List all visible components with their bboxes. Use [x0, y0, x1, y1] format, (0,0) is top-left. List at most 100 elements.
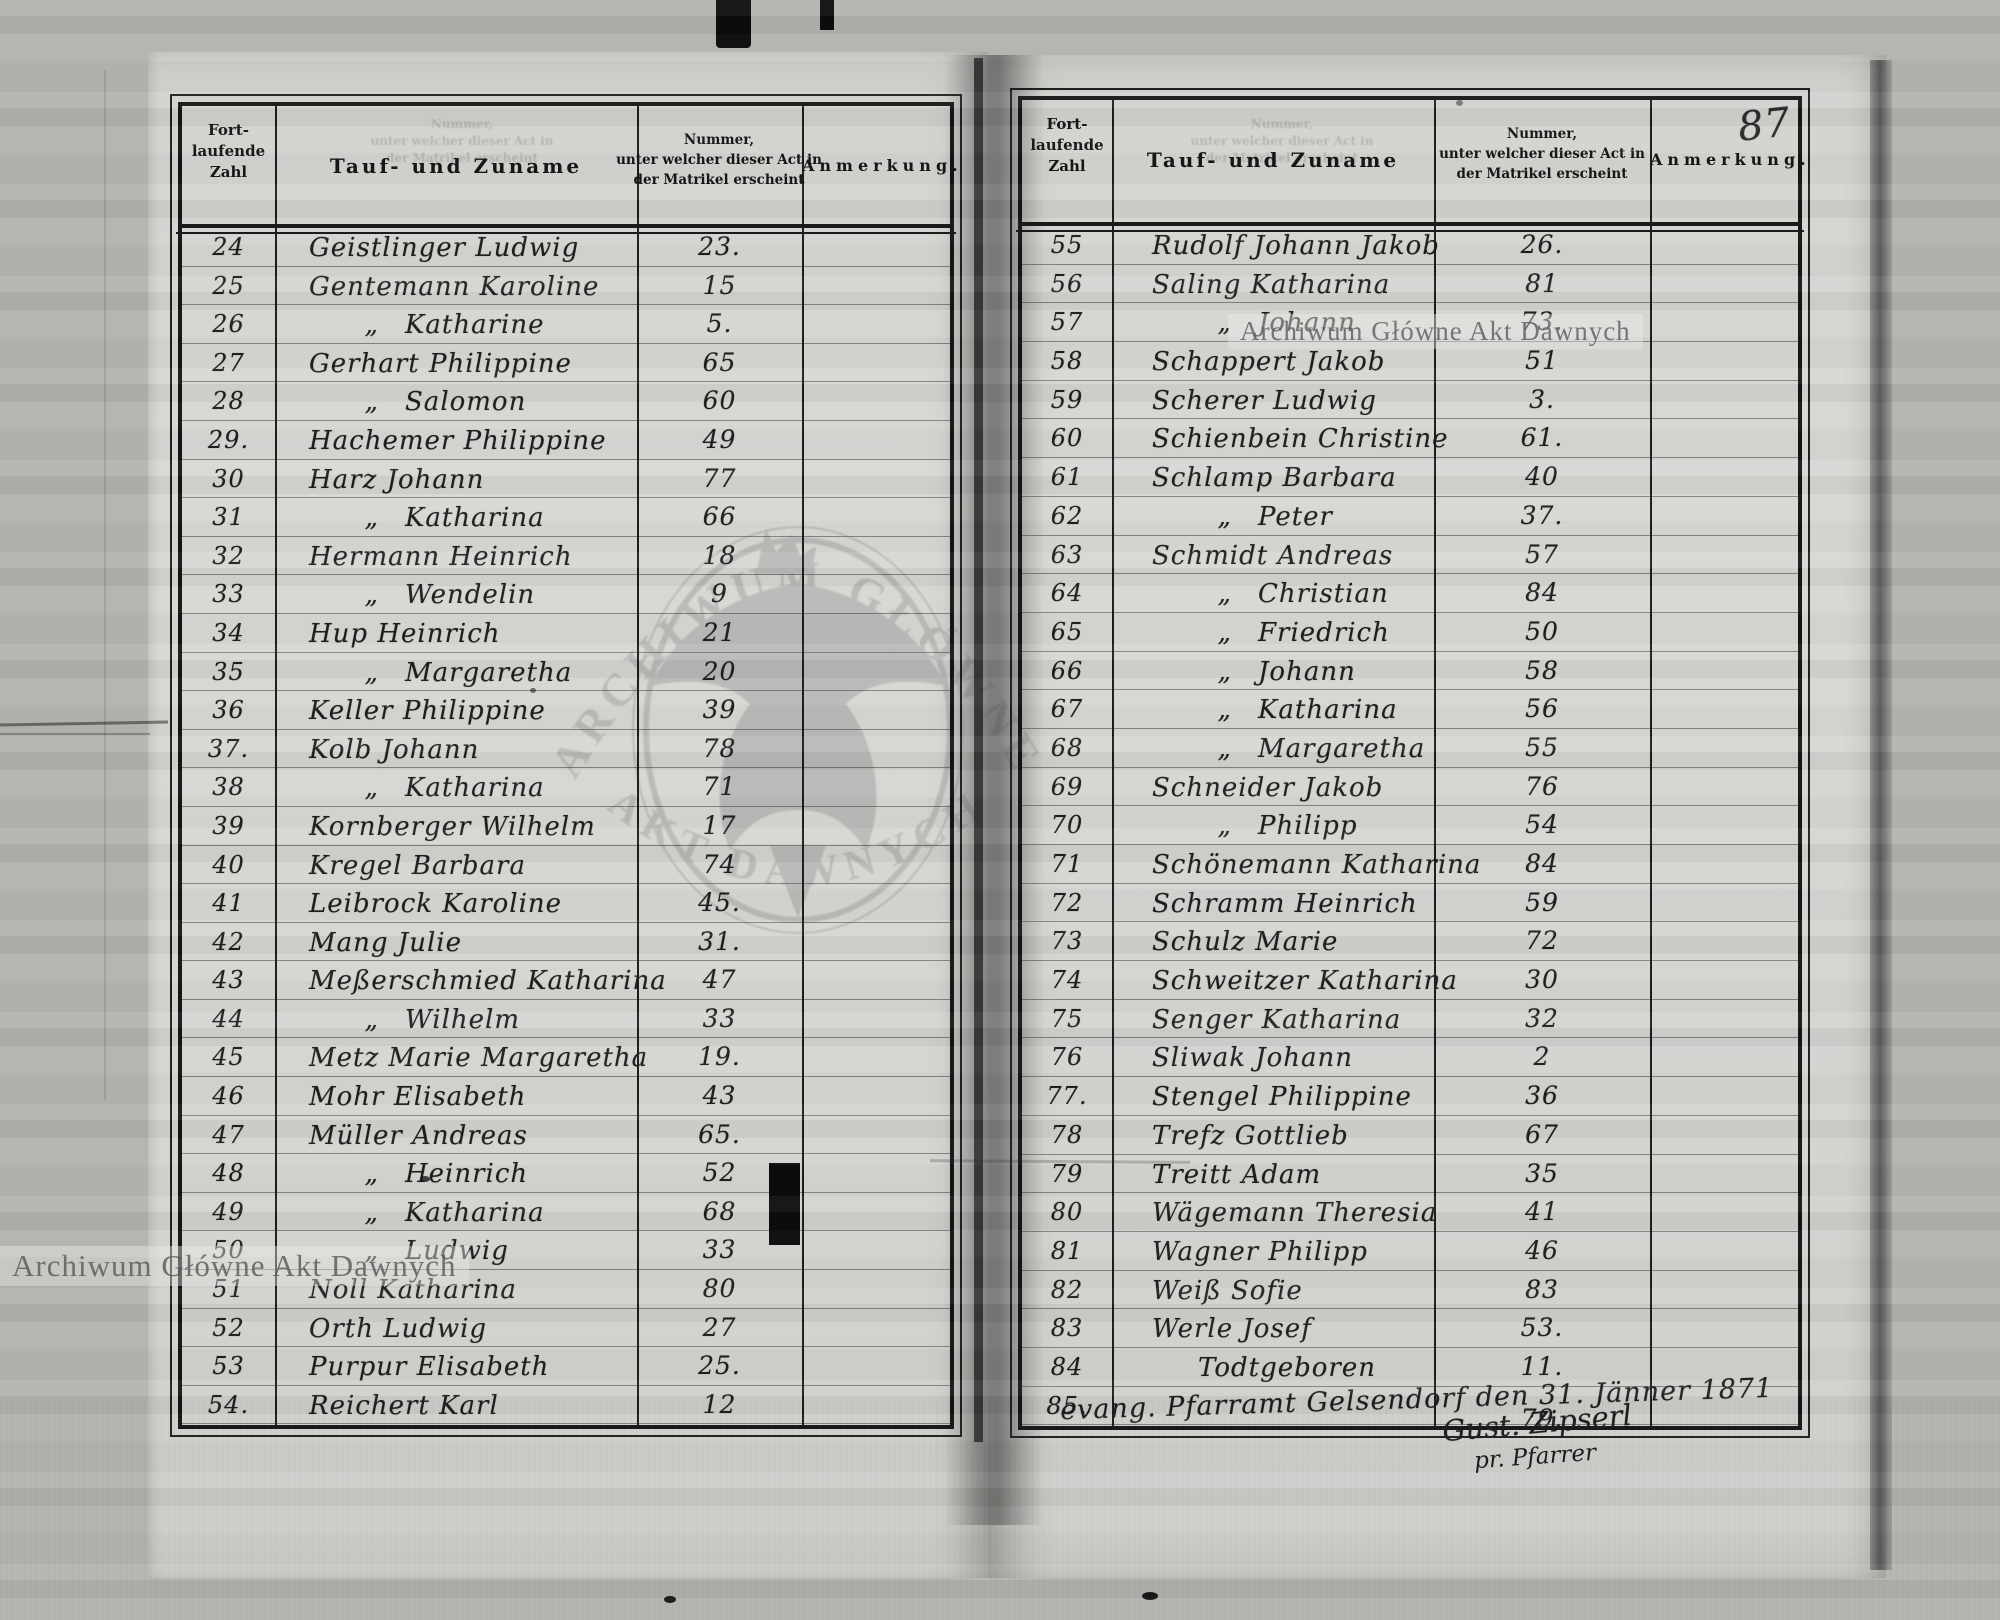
row-number: 36 — [212, 696, 245, 725]
book-page-left — [148, 52, 988, 1578]
register-table-left: Fort- laufende Zahl Nummer, unter welche… — [170, 94, 962, 1437]
row-number: 59 — [1050, 385, 1084, 414]
row-number: 32 — [212, 541, 245, 570]
full-name: Werle Josef — [1152, 1314, 1312, 1345]
table-row: 76 Sliwak Johann 2 — [1022, 1038, 1798, 1077]
table-row: 50 „ Ludwig 33 — [182, 1231, 950, 1270]
row-number: 43 — [212, 966, 245, 995]
row-matrikel-number: 53. — [1520, 1313, 1564, 1343]
ink-speck — [1456, 100, 1463, 106]
ditto-mark: „ — [364, 1004, 379, 1035]
given-name: Margaretha — [405, 657, 573, 688]
row-number: 56 — [1050, 269, 1084, 298]
full-name: Müller Andreas — [309, 1120, 528, 1151]
row-matrikel-number: 27 — [702, 1312, 737, 1342]
row-name: „ Margaretha — [275, 653, 637, 692]
ditto-mark: „ — [364, 503, 379, 534]
row-name: Werle Josef — [1112, 1309, 1434, 1348]
page-number: 87 — [1735, 99, 1794, 151]
row-name: „ Katharina — [275, 1193, 637, 1232]
row-matrikel-number: 40 — [1525, 462, 1559, 492]
row-name: Schulz Marie — [1112, 922, 1434, 961]
row-matrikel-number: 59 — [1525, 887, 1559, 917]
ditto-mark: „ — [1217, 656, 1232, 687]
given-name: Salomon — [405, 387, 527, 418]
header-tauf-und-zuname: Tauf- und Zuname — [1146, 148, 1400, 172]
full-name: Schweitzer Katharina — [1152, 966, 1458, 997]
page-crease-line — [104, 70, 106, 1100]
row-name: Schramm Heinrich — [1112, 884, 1434, 923]
row-matrikel-number: 60 — [702, 386, 737, 416]
row-number: 26 — [212, 310, 245, 339]
archive-text-watermark-left: Archiwum Główne Akt Dawnych — [0, 1246, 469, 1286]
full-name: Schramm Heinrich — [1152, 888, 1418, 919]
tape-mark — [769, 1163, 800, 1245]
row-matrikel-number: 2 — [1533, 1042, 1551, 1072]
row-matrikel-number: 37. — [1520, 500, 1564, 530]
row-matrikel-number: 12 — [702, 1389, 737, 1419]
given-name: Philipp — [1258, 811, 1358, 842]
row-matrikel-number: 9 — [711, 579, 728, 609]
row-matrikel-number: 18 — [702, 540, 737, 570]
row-number: 42 — [212, 927, 245, 956]
table-row: 51 Noll Katharina 80 — [182, 1270, 950, 1309]
row-name: Treitt Adam — [1112, 1155, 1434, 1194]
table-row: 29. Hachemer Philippine 49 — [182, 421, 950, 460]
given-name: Katharina — [405, 773, 545, 804]
table-row: 46 Mohr Elisabeth 43 — [182, 1077, 950, 1116]
full-name: Keller Philippine — [309, 696, 546, 727]
table-row: 44 „ Wilhelm 33 — [182, 1000, 950, 1039]
row-number: 58 — [1050, 347, 1084, 376]
table-row: 73 Schulz Marie 72 — [1022, 922, 1798, 961]
full-name: Weiß Sofie — [1152, 1275, 1303, 1306]
row-matrikel-number: 65 — [702, 347, 737, 377]
table-row: 25 Gentemann Karoline 15 — [182, 267, 950, 306]
table-row: 58 Schappert Jakob 51 — [1022, 342, 1798, 381]
row-matrikel-number: 33 — [702, 1235, 737, 1265]
row-name: Schneider Jakob — [1112, 768, 1434, 807]
given-name: Johann — [1258, 656, 1356, 687]
row-name: Purpur Elisabeth — [275, 1347, 637, 1386]
table-row: 42 Mang Julie 31. — [182, 923, 950, 962]
row-matrikel-number: 33 — [702, 1003, 737, 1033]
full-name: Harz Johann — [309, 464, 485, 495]
full-name: Schappert Jakob — [1152, 347, 1386, 378]
row-matrikel-number: 23. — [698, 232, 741, 261]
table-row: 78 Trefz Gottlieb 67 — [1022, 1116, 1798, 1155]
table-row: 55 Rudolf Johann Jakob 26. — [1022, 226, 1798, 265]
row-matrikel-number: 31. — [698, 926, 741, 956]
row-name: „ Salomon — [275, 382, 637, 421]
row-matrikel-number: 3. — [1529, 384, 1555, 414]
row-number: 27 — [212, 348, 245, 377]
full-name: Mang Julie — [309, 927, 462, 958]
row-name: „ Katharina — [1112, 690, 1434, 729]
given-name: Friedrich — [1258, 617, 1390, 648]
row-matrikel-number: 84 — [1525, 849, 1559, 878]
row-name: „ Heinrich — [275, 1154, 637, 1193]
given-name: Margaretha — [1258, 733, 1426, 764]
ink-speck — [664, 1596, 676, 1603]
row-number: 44 — [212, 1004, 245, 1033]
row-name: Schmidt Andreas — [1112, 536, 1434, 575]
row-number: 80 — [1050, 1198, 1084, 1227]
row-number: 51 — [212, 1275, 245, 1304]
row-name: Schienbein Christine — [1112, 419, 1448, 458]
row-number: 41 — [212, 889, 245, 918]
row-number: 24 — [212, 233, 245, 261]
full-name: Schneider Jakob — [1152, 772, 1384, 803]
row-name: Sliwak Johann — [1112, 1038, 1434, 1077]
page-fore-edge-shadow — [1870, 60, 1892, 1570]
row-name: Scherer Ludwig — [1112, 381, 1434, 420]
table-row: 54. Reichert Karl 12 — [182, 1386, 950, 1425]
table-row: 41 Leibrock Karoline 45. — [182, 884, 950, 923]
given-name: Katharine — [405, 310, 545, 341]
row-matrikel-number: 67 — [1525, 1119, 1559, 1149]
full-name: Mohr Elisabeth — [309, 1082, 527, 1113]
full-name: Schulz Marie — [1152, 927, 1339, 958]
row-name: Metz Marie Margaretha — [275, 1038, 647, 1077]
row-matrikel-number: 5. — [706, 309, 733, 339]
row-name: Schlamp Barbara — [1112, 458, 1434, 497]
row-matrikel-number: 51 — [1525, 346, 1559, 376]
row-matrikel-number: 21 — [702, 617, 737, 647]
table-row: 60 Schienbein Christine 61. — [1022, 419, 1798, 458]
